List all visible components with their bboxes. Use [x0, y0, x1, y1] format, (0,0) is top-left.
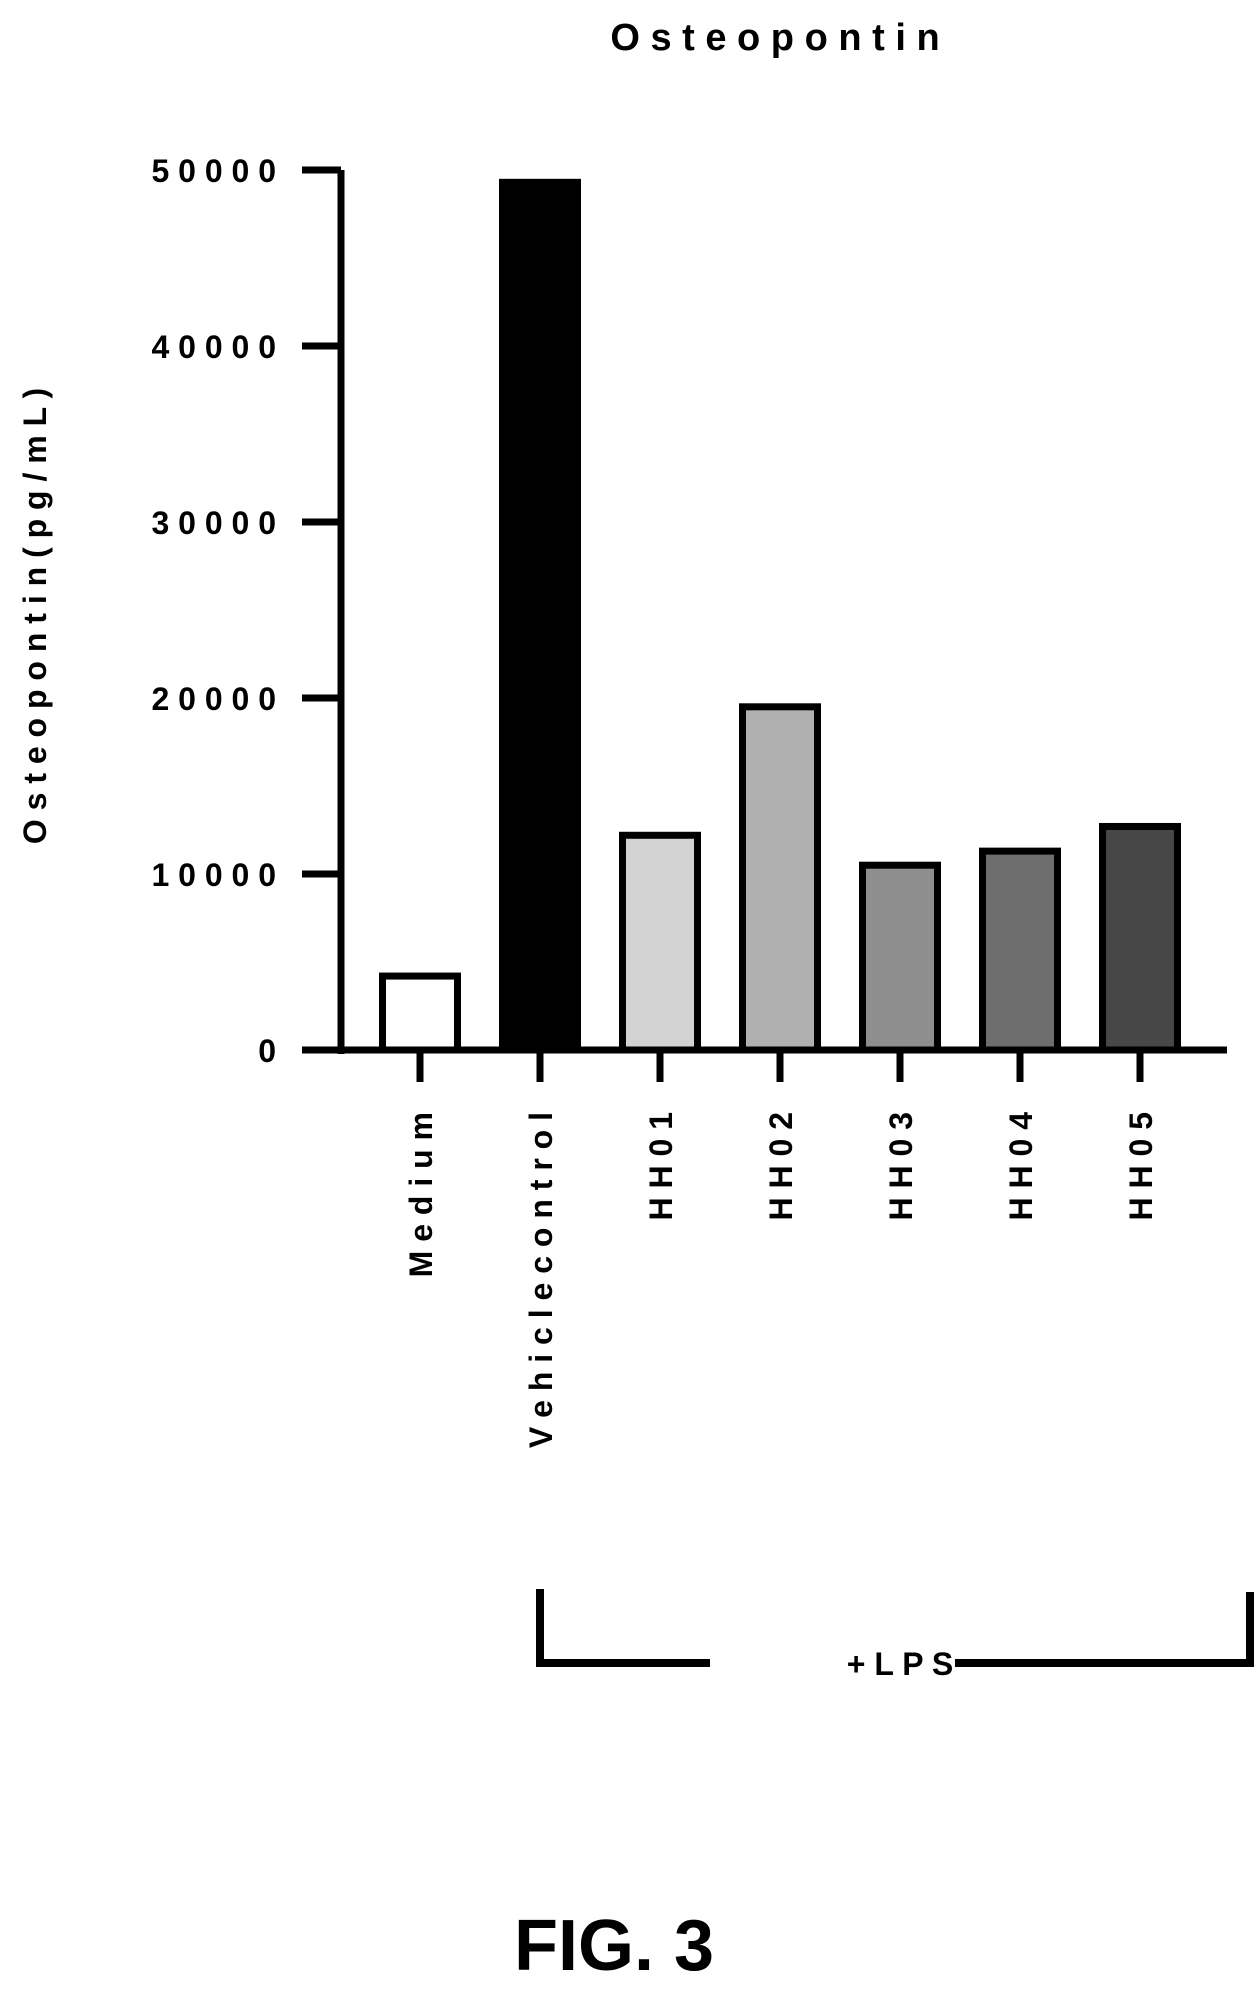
y-tick-label: 0 [258, 1033, 276, 1069]
lps-bracket-right [955, 1592, 1254, 1667]
figure-label: FIG. 3 [514, 1906, 714, 1986]
lps-bracket-left [536, 1589, 710, 1667]
y-tick-label: 2 0 0 0 0 [151, 681, 276, 717]
y-axis-label: O s t e o p o n t i n ( p g / m L ) [17, 388, 53, 844]
bar-5 [859, 861, 941, 1054]
x-tick-label: H H 0 4 [1003, 1112, 1039, 1221]
x-tick-label: M e d i u m [403, 1112, 439, 1277]
bar-2 [499, 178, 581, 1054]
bar-3 [619, 831, 701, 1054]
x-tick-label: H H 0 1 [643, 1112, 679, 1220]
bar-1 [379, 972, 461, 1054]
x-tick-label: H H 0 5 [1123, 1112, 1159, 1220]
chart-title: O s t e o p o n t i n [610, 17, 939, 59]
bar-7 [1099, 822, 1181, 1054]
lps-label: + L P S [847, 1646, 953, 1682]
y-tick-label: 4 0 0 0 0 [151, 329, 276, 365]
y-tick-label: 1 0 0 0 0 [151, 857, 276, 893]
y-tick-label: 5 0 0 0 0 [151, 153, 276, 189]
plot-area: 0 1 0 0 0 0 2 0 0 0 0 3 0 0 0 0 4 0 0 0 0 5 0… [151, 153, 1254, 1682]
bar-4 [739, 703, 821, 1054]
bar-6 [979, 847, 1061, 1054]
x-tick-label: H H 0 3 [883, 1112, 919, 1220]
x-tick-label: V e h i c l e c o n t r o l [523, 1112, 559, 1448]
x-tick-label: H H 0 2 [763, 1112, 799, 1220]
y-tick-label: 3 0 0 0 0 [151, 505, 276, 541]
